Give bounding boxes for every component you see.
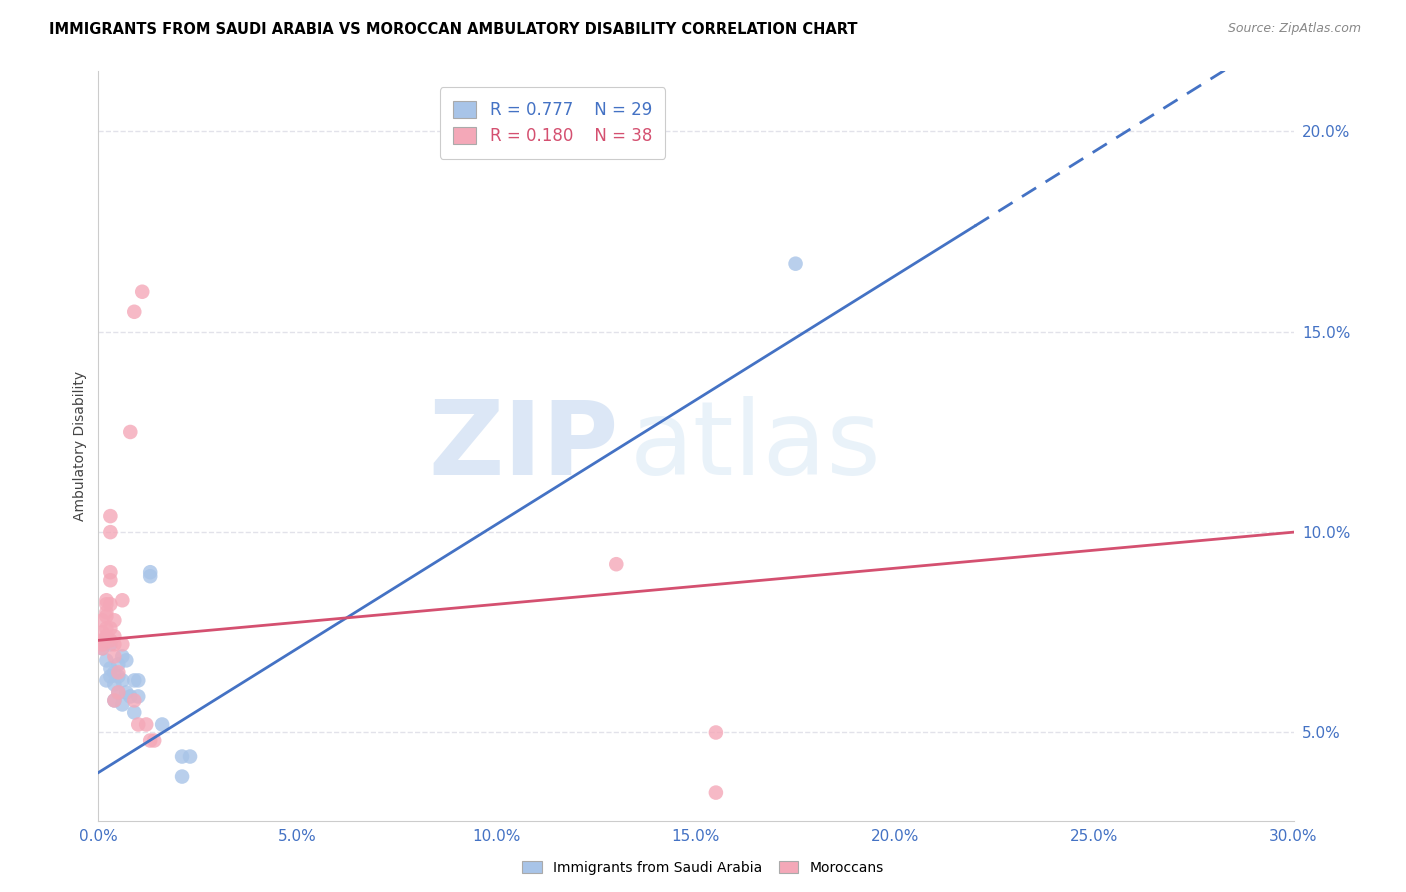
- Point: [107, 685, 129, 699]
- Text: atlas: atlas: [630, 395, 882, 497]
- Point: [120, 425, 142, 439]
- Legend: Immigrants from Saudi Arabia, Moroccans: Immigrants from Saudi Arabia, Moroccans: [517, 855, 889, 880]
- Point: [98, 637, 122, 651]
- Point: [131, 285, 153, 299]
- Point: [139, 565, 162, 579]
- Y-axis label: Ambulatory Disability: Ambulatory Disability: [73, 371, 87, 521]
- Point: [111, 673, 134, 688]
- Point: [107, 685, 129, 699]
- Point: [124, 693, 146, 707]
- Point: [96, 621, 118, 635]
- Point: [605, 558, 627, 572]
- Text: ZIP: ZIP: [427, 395, 619, 497]
- Point: [96, 597, 118, 611]
- Point: [107, 669, 129, 683]
- Point: [179, 749, 201, 764]
- Point: [96, 609, 118, 624]
- Point: [704, 786, 727, 800]
- Point: [150, 717, 173, 731]
- Point: [135, 717, 157, 731]
- Point: [124, 305, 146, 319]
- Point: [96, 593, 118, 607]
- Point: [91, 625, 114, 640]
- Point: [91, 641, 114, 656]
- Point: [120, 690, 142, 704]
- Point: [124, 706, 146, 720]
- Point: [103, 693, 125, 707]
- Point: [98, 573, 122, 587]
- Legend: R = 0.777    N = 29, R = 0.180    N = 38: R = 0.777 N = 29, R = 0.180 N = 38: [440, 87, 665, 159]
- Point: [103, 649, 125, 664]
- Point: [98, 509, 122, 524]
- Point: [96, 629, 118, 643]
- Point: [124, 673, 146, 688]
- Point: [98, 669, 122, 683]
- Point: [127, 690, 149, 704]
- Point: [115, 653, 138, 667]
- Text: IMMIGRANTS FROM SAUDI ARABIA VS MOROCCAN AMBULATORY DISABILITY CORRELATION CHART: IMMIGRANTS FROM SAUDI ARABIA VS MOROCCAN…: [49, 22, 858, 37]
- Point: [91, 633, 114, 648]
- Point: [127, 717, 149, 731]
- Point: [785, 257, 807, 271]
- Point: [111, 593, 134, 607]
- Point: [91, 637, 114, 651]
- Point: [103, 677, 125, 691]
- Point: [98, 633, 122, 648]
- Point: [139, 733, 162, 747]
- Point: [103, 665, 125, 680]
- Point: [127, 673, 149, 688]
- Point: [139, 569, 162, 583]
- Point: [704, 725, 727, 739]
- Point: [115, 685, 138, 699]
- Point: [107, 657, 129, 672]
- Point: [98, 597, 122, 611]
- Point: [96, 605, 118, 619]
- Point: [96, 653, 118, 667]
- Point: [91, 641, 114, 656]
- Text: Source: ZipAtlas.com: Source: ZipAtlas.com: [1227, 22, 1361, 36]
- Point: [111, 698, 134, 712]
- Point: [172, 749, 194, 764]
- Point: [103, 629, 125, 643]
- Point: [107, 665, 129, 680]
- Point: [98, 621, 122, 635]
- Point: [103, 637, 125, 651]
- Point: [98, 565, 122, 579]
- Point: [111, 649, 134, 664]
- Point: [91, 613, 114, 627]
- Point: [143, 733, 166, 747]
- Point: [98, 525, 122, 540]
- Point: [96, 673, 118, 688]
- Point: [172, 770, 194, 784]
- Point: [111, 637, 134, 651]
- Point: [103, 693, 125, 707]
- Point: [103, 613, 125, 627]
- Point: [98, 661, 122, 675]
